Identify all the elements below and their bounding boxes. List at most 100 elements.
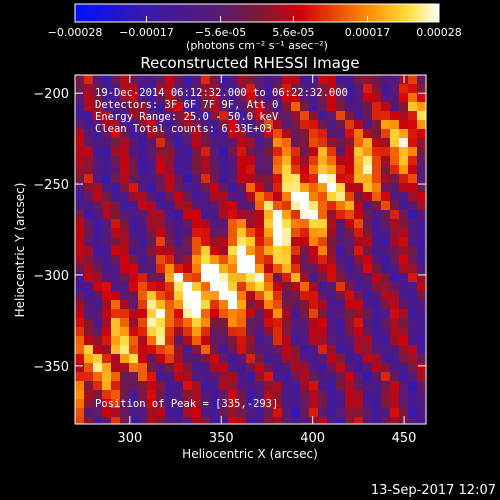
heatmap-cell bbox=[183, 183, 192, 192]
heatmap-cell bbox=[129, 246, 138, 255]
heatmap-cell bbox=[138, 120, 147, 129]
heatmap-cell bbox=[84, 399, 93, 408]
heatmap-cell bbox=[390, 129, 399, 138]
heatmap-cell bbox=[120, 84, 129, 93]
heatmap-cell bbox=[345, 156, 354, 165]
heatmap-cell bbox=[255, 291, 264, 300]
heatmap-cell bbox=[228, 300, 237, 309]
x-tick-label: 450 bbox=[392, 431, 417, 446]
heatmap-cell bbox=[408, 183, 417, 192]
heatmap-cell bbox=[246, 84, 255, 93]
heatmap-cell bbox=[201, 264, 210, 273]
heatmap-cell bbox=[273, 183, 282, 192]
heatmap-cell bbox=[255, 201, 264, 210]
heatmap-cell bbox=[408, 309, 417, 318]
heatmap-cell bbox=[84, 417, 93, 424]
heatmap-cell bbox=[201, 354, 210, 363]
heatmap-cell bbox=[354, 138, 363, 147]
heatmap-cell bbox=[93, 372, 102, 381]
heatmap-cell bbox=[309, 291, 318, 300]
heatmap-cell bbox=[408, 174, 417, 183]
heatmap-cell bbox=[210, 84, 219, 93]
heatmap-cell bbox=[84, 273, 93, 282]
heatmap-cell bbox=[318, 336, 327, 345]
heatmap-cell bbox=[174, 219, 183, 228]
heatmap-cell bbox=[372, 93, 381, 102]
heatmap-cell bbox=[129, 264, 138, 273]
heatmap-cell bbox=[408, 102, 417, 111]
heatmap-cell bbox=[255, 417, 264, 424]
heatmap-cell bbox=[300, 210, 309, 219]
heatmap-cell bbox=[264, 75, 273, 84]
heatmap-cell bbox=[93, 165, 102, 174]
heatmap-cell bbox=[354, 147, 363, 156]
heatmap-cell bbox=[255, 309, 264, 318]
heatmap-cell bbox=[228, 363, 237, 372]
heatmap-cell bbox=[102, 363, 111, 372]
heatmap-cell bbox=[228, 282, 237, 291]
heatmap-cell bbox=[336, 291, 345, 300]
heatmap-cell bbox=[246, 327, 255, 336]
heatmap-cell bbox=[210, 156, 219, 165]
heatmap-cell bbox=[264, 183, 273, 192]
heatmap-cell bbox=[417, 84, 426, 93]
heatmap-cell bbox=[354, 111, 363, 120]
heatmap-cell bbox=[273, 255, 282, 264]
heatmap-cell bbox=[147, 300, 156, 309]
heatmap-cell bbox=[102, 174, 111, 183]
heatmap-cell bbox=[75, 417, 84, 424]
heatmap-cell bbox=[102, 75, 111, 84]
heatmap-cell bbox=[309, 237, 318, 246]
heatmap-cell bbox=[327, 264, 336, 273]
heatmap-cell bbox=[156, 84, 165, 93]
heatmap-cell bbox=[174, 138, 183, 147]
heatmap-cell bbox=[237, 165, 246, 174]
heatmap-cell bbox=[237, 237, 246, 246]
heatmap-cell bbox=[93, 147, 102, 156]
heatmap-cell bbox=[336, 318, 345, 327]
heatmap-cell bbox=[228, 201, 237, 210]
heatmap-cell bbox=[102, 192, 111, 201]
heatmap-cell bbox=[201, 219, 210, 228]
heatmap-cell bbox=[147, 390, 156, 399]
heatmap-cell bbox=[390, 291, 399, 300]
heatmap-cell bbox=[201, 75, 210, 84]
heatmap-cell bbox=[345, 93, 354, 102]
heatmap-cell bbox=[219, 246, 228, 255]
heatmap-cell bbox=[246, 138, 255, 147]
heatmap-cell bbox=[228, 192, 237, 201]
heatmap-cell bbox=[210, 93, 219, 102]
heatmap-cell bbox=[93, 93, 102, 102]
heatmap-cell bbox=[219, 345, 228, 354]
heatmap-cell bbox=[363, 390, 372, 399]
heatmap-cell bbox=[192, 390, 201, 399]
heatmap-cell bbox=[336, 390, 345, 399]
heatmap-cell bbox=[138, 147, 147, 156]
colorbar-tick-label: −5.6e-05 bbox=[195, 26, 246, 39]
heatmap-cell bbox=[183, 327, 192, 336]
heatmap-cell bbox=[237, 345, 246, 354]
heatmap-cell bbox=[75, 336, 84, 345]
heatmap-cell bbox=[291, 246, 300, 255]
heatmap-cell bbox=[120, 327, 129, 336]
heatmap-cell bbox=[372, 318, 381, 327]
heatmap-cell bbox=[84, 390, 93, 399]
heatmap-cell bbox=[381, 75, 390, 84]
heatmap-cell bbox=[327, 102, 336, 111]
heatmap-cell bbox=[75, 264, 84, 273]
heatmap-cell bbox=[138, 399, 147, 408]
heatmap-cell bbox=[327, 84, 336, 93]
heatmap-cell bbox=[147, 147, 156, 156]
heatmap-cell bbox=[93, 183, 102, 192]
heatmap-cell bbox=[111, 291, 120, 300]
heatmap-cell bbox=[183, 246, 192, 255]
heatmap-cell bbox=[264, 354, 273, 363]
heatmap-cell bbox=[354, 237, 363, 246]
heatmap-cell bbox=[390, 156, 399, 165]
heatmap-cell bbox=[165, 408, 174, 417]
heatmap-cell bbox=[219, 129, 228, 138]
heatmap-cell bbox=[201, 327, 210, 336]
heatmap-cell bbox=[309, 264, 318, 273]
heatmap-cell bbox=[264, 84, 273, 93]
